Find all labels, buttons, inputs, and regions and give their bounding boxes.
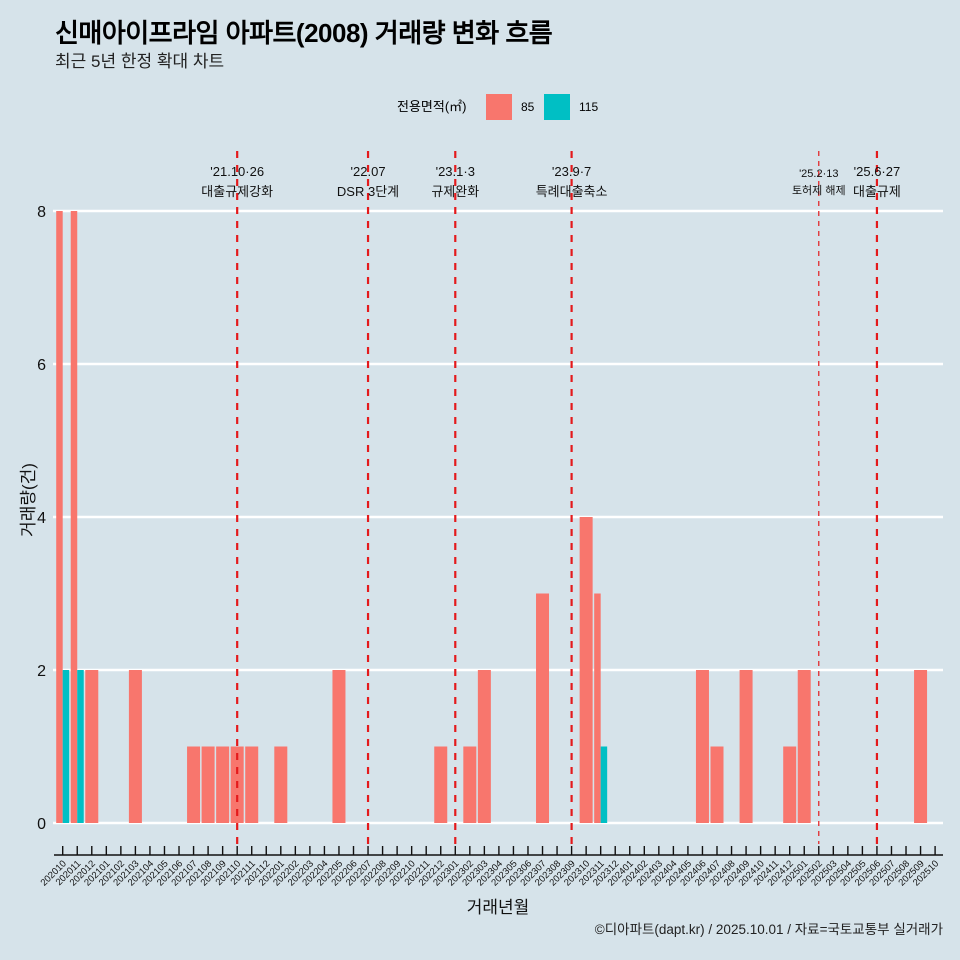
event-date-label: '23.1·3	[436, 164, 475, 179]
bar-85-202406	[695, 670, 709, 823]
event-date-label: '22.07	[351, 164, 386, 179]
chart-title: 신매아이프라임 아파트(2008) 거래량 변화 흐름	[55, 18, 553, 48]
y-tick-label: 6	[37, 357, 46, 374]
bar-85-202111	[245, 746, 259, 823]
y-tick-label: 0	[37, 816, 46, 833]
bar-85-202103	[128, 670, 142, 823]
bar-85-202205	[332, 670, 346, 823]
event-date-label: '25.6·27	[854, 164, 901, 179]
y-tick-label: 8	[37, 204, 46, 221]
bar-85-202011	[70, 211, 78, 823]
legend-label-115: 115	[579, 100, 599, 114]
bars	[56, 211, 928, 823]
event-lines	[236, 151, 879, 844]
bar-85-202412	[783, 746, 797, 823]
event-name-label: 토허제 해제	[792, 183, 846, 197]
bar-85-202012	[85, 670, 99, 823]
bar-85-202302	[463, 746, 477, 823]
y-tick-label: 2	[37, 663, 46, 680]
bar-115-202311	[600, 746, 608, 823]
bar-115-202011	[77, 670, 84, 823]
bar-85-202407	[710, 746, 724, 823]
event-name-label: 대출규제강화	[201, 184, 273, 199]
bar-85-202509	[914, 670, 928, 823]
event-date-label: '21.10·26	[210, 164, 264, 179]
bar-115-202010	[62, 670, 70, 823]
bar-85-202109	[216, 746, 230, 823]
bar-85-202201	[274, 746, 288, 823]
bar-85-202108	[201, 746, 215, 823]
event-date-label: '23.9·7	[552, 164, 591, 179]
legend-title: 전용면적(㎡)	[397, 99, 467, 114]
bar-85-202010	[56, 211, 63, 823]
bar-85-202311	[594, 593, 601, 823]
event-name-label: 대출규제	[853, 184, 901, 199]
y-tick-label: 4	[37, 510, 46, 527]
legend-label-85: 85	[521, 100, 535, 114]
y-axis: 0 2 4 6 8 거래량(건)	[19, 204, 46, 833]
bar-85-202307	[536, 593, 550, 823]
bar-85-202212	[434, 746, 448, 823]
event-name-label: 규제완화	[431, 184, 479, 199]
legend: 전용면적(㎡) 85 115	[0, 94, 960, 120]
legend-swatch-115	[544, 94, 570, 120]
x-axis-title: 거래년월	[467, 898, 530, 917]
event-date-label: '25.2·13	[799, 168, 838, 180]
bar-85-202409	[739, 670, 753, 823]
event-annotations: '21.10·26 대출규제강화 '22.07 DSR 3단계 '23.1·3 규제완화 '…	[201, 164, 901, 199]
chart-caption: ©디아파트(dapt.kr) / 2025.10.01 / 자료=국토교통부 실…	[594, 922, 943, 937]
chart-subtitle: 최근 5년 한정 확대 차트	[55, 52, 225, 71]
event-name-label: DSR 3단계	[337, 184, 399, 199]
bar-85-202303	[477, 670, 491, 823]
legend-swatch-85	[486, 94, 512, 120]
bar-85-202501	[797, 670, 811, 823]
event-name-label: 특례대출축소	[536, 184, 608, 199]
bar-85-202107	[187, 746, 201, 823]
x-axis: 2020102020112020122021012021022021032021…	[39, 846, 943, 917]
y-axis-title: 거래량(건)	[19, 463, 38, 537]
bar-85-202310	[579, 517, 593, 823]
